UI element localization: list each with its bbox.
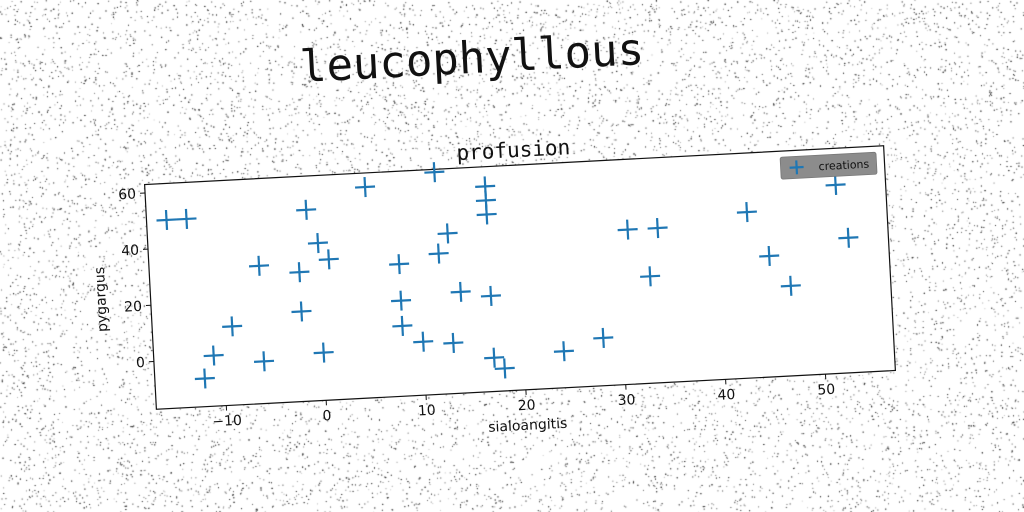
- scatter-point: [355, 177, 376, 198]
- scatter-point: [593, 327, 614, 348]
- scatter-point: [413, 331, 434, 352]
- legend: creations: [779, 151, 878, 180]
- y-tick-label: 60: [118, 186, 137, 203]
- scatter-point: [494, 358, 515, 379]
- x-axis-label: sialoangitis: [488, 416, 568, 436]
- scatter-points: [156, 162, 859, 389]
- x-tick-label: 50: [817, 382, 836, 399]
- scatter-point: [307, 232, 328, 254]
- scatter-point: [289, 262, 310, 283]
- legend-entry: creations: [818, 158, 870, 174]
- scatter-point: [484, 347, 505, 368]
- y-tick-label: 20: [124, 299, 143, 316]
- scatter-point: [476, 204, 497, 225]
- plot-area: [143, 145, 897, 410]
- x-tick-label: −10: [212, 413, 242, 431]
- scatter-point: [480, 285, 501, 306]
- scatter-point: [759, 245, 780, 267]
- scatter-point: [203, 345, 224, 366]
- scatter-point: [428, 243, 449, 264]
- scatter-point: [640, 266, 661, 287]
- scatter-point: [291, 301, 312, 322]
- plot-group: profusion −10 0 10 20 30 40 50 0 20 40 60 sialoang…: [92, 135, 897, 436]
- scatter-point: [253, 351, 275, 372]
- x-tick-label: 10: [418, 403, 437, 420]
- scatter-point: [437, 223, 458, 244]
- legend-box: [779, 151, 878, 180]
- legend-marker: [789, 160, 804, 175]
- scatter-point: [391, 290, 412, 311]
- scatter-point: [176, 208, 197, 229]
- scatter-point: [838, 227, 859, 248]
- chart-title: profusion: [456, 135, 571, 165]
- scatter-point: [389, 254, 410, 275]
- y-axis-label: pygargus: [92, 266, 111, 332]
- scatter-point: [736, 202, 757, 223]
- scatter-point: [780, 275, 801, 296]
- scatter-point: [450, 281, 471, 302]
- scatter-point: [222, 316, 243, 337]
- scatter-point: [553, 341, 574, 362]
- scatter-point: [647, 217, 668, 239]
- x-tick-label: 30: [617, 392, 636, 409]
- x-tick-label: 40: [717, 387, 736, 404]
- scatter-point: [424, 162, 445, 183]
- scatter-point: [392, 315, 413, 336]
- y-tick-label: 0: [136, 355, 146, 371]
- x-tick-label: 20: [517, 397, 536, 414]
- scatter-point: [318, 249, 339, 270]
- scatter-point: [617, 219, 638, 240]
- scatter-point: [825, 174, 846, 195]
- legend-marker-glyph: [789, 160, 804, 175]
- scatter-point: [313, 342, 334, 363]
- scatter-point: [296, 199, 317, 220]
- scatter-point: [443, 332, 464, 353]
- y-tick-label: 40: [121, 243, 140, 260]
- scatter-point: [248, 255, 270, 276]
- x-tick-label: 0: [322, 408, 332, 424]
- scatter-point: [194, 368, 215, 389]
- axis-ticks: −10 0 10 20 30 40 50 0 20 40 60: [118, 186, 836, 431]
- scatter-point: [156, 209, 177, 231]
